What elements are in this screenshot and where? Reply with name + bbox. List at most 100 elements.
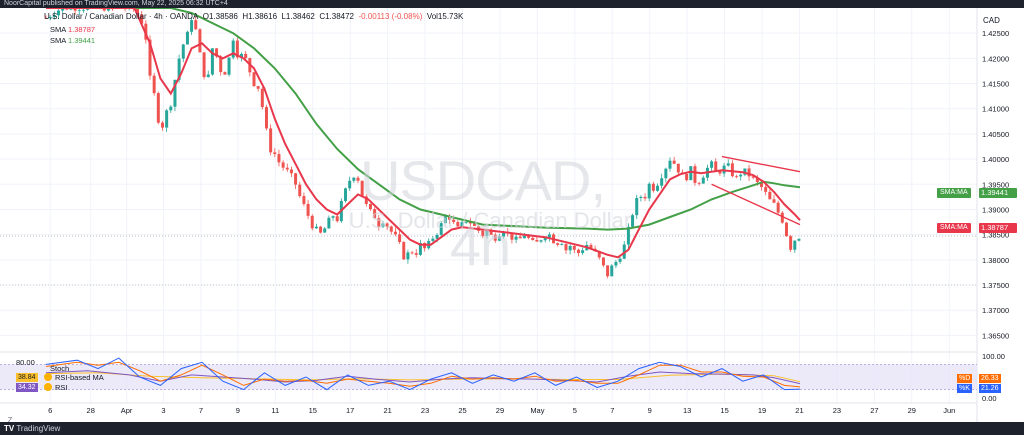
zoom-icon[interactable]: Z — [7, 416, 13, 425]
time-tick-label: May — [530, 406, 544, 415]
candle-body — [789, 236, 793, 250]
sma-slow-axis-label: SMA:MA — [937, 188, 971, 198]
candle-body — [472, 223, 476, 226]
candle-body — [601, 257, 605, 266]
price-chart[interactable]: 1.42500 1.42000 1.41500 1.41000 1.40500 1.400… — [0, 8, 1024, 422]
candle-body — [697, 182, 701, 184]
price-tick-label: 1.42000 — [982, 54, 1009, 63]
candle-body — [414, 253, 418, 255]
time-tick-label: 28 — [87, 406, 95, 415]
candle-body — [464, 222, 468, 223]
candle-body — [256, 86, 260, 89]
sma-slow-line — [46, 8, 801, 231]
candle-body — [685, 174, 689, 181]
candle-body — [348, 180, 352, 189]
price-axis-ticks: 1.42500 1.42000 1.41500 1.41000 1.40500 1.400… — [982, 29, 1009, 340]
candle-body — [240, 53, 244, 58]
candle-body — [160, 122, 164, 128]
indicator-lines — [46, 8, 801, 259]
candle-body — [398, 234, 402, 243]
candle-body — [264, 107, 268, 129]
candle-body — [768, 191, 772, 200]
candle-body — [368, 203, 372, 210]
stoch-legend[interactable]: Stoch — [50, 364, 69, 373]
candle-body — [173, 79, 177, 107]
candle-body — [539, 240, 543, 242]
chart-frame[interactable]: 1.42500 1.42000 1.41500 1.41000 1.40500 1.400… — [0, 8, 1024, 425]
rsi-ma-legend[interactable]: RSI-based MA — [44, 373, 104, 382]
rsi-legend[interactable]: RSI — [44, 383, 68, 392]
candle-body — [664, 168, 668, 179]
candle-body — [651, 183, 655, 191]
candle-body — [314, 226, 318, 229]
candle-body — [510, 232, 514, 240]
candle-body — [377, 218, 381, 227]
time-tick-label: 17 — [346, 406, 354, 415]
candle-body — [177, 58, 181, 80]
candle-body — [285, 167, 289, 170]
publisher-bar: NoorCapital published on TradingView.com… — [0, 0, 1024, 8]
time-tick-label: 25 — [458, 406, 466, 415]
candle-body — [231, 40, 235, 58]
candle-body — [156, 93, 160, 123]
candle-body — [535, 240, 539, 242]
candle-body — [547, 234, 551, 238]
legend-close: C1.38472 — [319, 12, 355, 21]
rsi-line — [45, 370, 801, 385]
candle-body — [227, 57, 231, 75]
ohlc-legend: U.S. Dollar / Canadian Dollar · 4h · OAN… — [44, 12, 463, 21]
candle-body — [701, 177, 705, 184]
time-tick-label: 7 — [199, 406, 203, 415]
candle-body — [527, 235, 531, 238]
candle-body — [260, 88, 264, 108]
candle-body — [385, 223, 389, 227]
time-tick-label: 29 — [908, 406, 916, 415]
candle-body — [514, 236, 518, 240]
legend-sma-fast[interactable]: SMA 1.38787 — [50, 25, 95, 34]
candle-body — [77, 10, 81, 12]
candle-body — [302, 196, 306, 204]
candle-body — [335, 216, 339, 222]
candle-body — [618, 258, 622, 262]
oscillator-tick-label: 100.00 — [982, 352, 1005, 361]
time-tick-label: Apr — [121, 406, 133, 415]
candle-body — [244, 53, 248, 59]
candle-body — [606, 265, 610, 277]
candle-body — [543, 237, 547, 241]
candle-body — [610, 265, 614, 277]
legend-sma-slow[interactable]: SMA 1.39441 — [50, 36, 95, 45]
candle-body — [418, 242, 422, 255]
legend-open: O1.38586 — [202, 12, 238, 21]
rsi-ma-label: RSI-based MA — [55, 373, 104, 382]
candle-body — [431, 238, 435, 241]
candle-body — [760, 182, 764, 187]
price-tick-label: 1.38000 — [982, 256, 1009, 265]
candle-body — [435, 234, 439, 239]
time-tick-label: 11 — [271, 406, 279, 415]
time-tick-label: 23 — [421, 406, 429, 415]
candle-body — [219, 56, 223, 73]
candle-body — [323, 228, 327, 233]
candle-body — [764, 186, 768, 192]
oscillator-pane: 100.0050.000.00 — [0, 352, 1005, 403]
candle-body — [735, 176, 739, 177]
candle-body — [56, 10, 60, 16]
time-axis-ticks: 6 28 Apr 3 7 9 11 15 17 21 23 25 29 May 5 7 9 13 15 19 21 23 2… — [48, 406, 955, 415]
candle-body — [581, 250, 585, 254]
price-tick-label: 1.38500 — [982, 231, 1009, 240]
candle-body — [185, 31, 189, 45]
sma-slow-label: SMA — [50, 36, 66, 45]
candle-body — [406, 252, 410, 260]
candle-body — [73, 8, 77, 11]
rsi-value: 34.32 — [16, 383, 38, 392]
price-tick-label: 1.42500 — [982, 29, 1009, 38]
candle-body — [710, 161, 714, 168]
candle-body — [656, 185, 660, 191]
candle-body — [352, 177, 356, 181]
candle-body — [148, 39, 152, 76]
time-tick-label: 15 — [309, 406, 317, 415]
candle-body — [755, 177, 759, 183]
candle-body — [772, 199, 776, 203]
price-tick-label: 1.40500 — [982, 130, 1009, 139]
candle-body — [718, 171, 722, 174]
